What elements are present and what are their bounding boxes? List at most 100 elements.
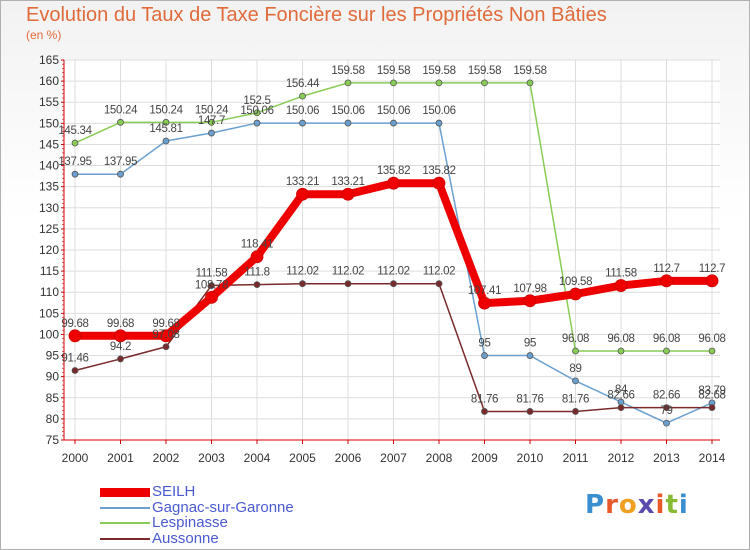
data-label: 107.41 [468,285,501,297]
data-point [114,329,127,343]
data-point [572,408,579,415]
data-point [71,367,79,374]
data-point [660,274,673,288]
data-label: 84 [615,384,628,396]
y-tick-label: 125 [39,222,59,236]
y-tick-label: 150 [39,116,59,130]
data-point [523,294,537,308]
y-tick-label: 85 [46,391,60,405]
data-point [708,404,716,411]
y-tick-label: 140 [39,159,59,173]
data-point [526,408,534,415]
data-label: 99.68 [152,318,179,330]
data-point [435,119,443,127]
unit-label: (en %) [26,28,62,42]
data-point [705,274,719,288]
data-label: 96.08 [698,333,725,345]
proxiti-logo: Proxiti [585,490,689,520]
y-tick-label: 130 [39,201,59,215]
y-tick-label: 75 [46,433,60,447]
data-label: 108.78 [195,279,228,291]
data-label: 152.5 [243,95,270,107]
x-tick-label: 2000 [62,451,89,465]
data-point [71,139,79,147]
data-label: 112.02 [377,266,410,278]
chart-title: Evolution du Taux de Taxe Foncière sur l… [26,4,607,26]
data-label: 150.06 [422,105,455,117]
data-label: 109.58 [559,276,592,288]
y-tick-label: 155 [39,95,59,109]
x-tick-label: 2001 [107,451,134,465]
data-label: 135.82 [422,165,455,177]
x-tick-label: 2012 [608,451,635,465]
y-tick-label: 135 [39,180,59,194]
x-tick-label: 2005 [289,451,316,465]
data-label: 97.08 [152,329,179,341]
x-tick-label: 2006 [335,451,362,465]
data-label: 112.02 [286,266,319,278]
x-tick-label: 2010 [517,451,544,465]
data-point [117,355,124,363]
data-point [572,377,579,385]
data-label: 111.8 [244,267,270,279]
data-point [299,119,306,127]
y-tick-label: 95 [46,349,60,363]
data-point [526,79,534,87]
x-tick-label: 2008 [426,451,453,465]
data-point [481,79,488,87]
data-label: 112.02 [332,266,365,278]
data-point [344,280,352,288]
y-tick-label: 100 [39,327,59,341]
y-tick-label: 110 [40,285,59,299]
data-point [663,347,670,355]
data-label: 89 [569,363,581,375]
data-point [208,129,215,137]
data-label: 135.82 [377,165,410,177]
data-point [617,404,625,412]
legend-swatch [100,488,150,497]
data-label: 133.21 [331,176,364,188]
data-label: 91.46 [61,353,88,365]
y-tick-label: 105 [39,306,59,320]
y-tick-label: 165 [39,53,59,67]
data-point [344,79,352,87]
data-point [614,279,628,292]
y-tick-label: 90 [46,370,60,384]
data-label: 159.58 [377,65,410,77]
data-label: 99.68 [107,318,134,330]
data-label: 81.76 [516,393,543,405]
y-tick-label: 115 [40,264,59,278]
data-label: 147.7 [198,115,225,127]
data-point [708,347,716,355]
data-point [162,118,170,126]
data-label: 81.76 [562,393,589,405]
data-label: 111.58 [605,268,637,280]
data-point [390,79,397,87]
x-tick-label: 2002 [153,451,180,465]
data-point [432,176,446,190]
y-tick-label: 160 [39,74,59,88]
data-label: 159.58 [422,65,455,77]
data-label: 118.41 [241,239,274,251]
legend-swatch [100,506,150,509]
data-label: 150.06 [331,105,364,117]
data-point [208,282,215,289]
data-label: 150.06 [377,105,410,117]
data-label: 82.66 [607,390,634,402]
data-point [205,290,218,304]
data-point [253,119,261,127]
legend-swatch [100,537,150,540]
data-label: 159.58 [331,65,364,77]
data-label: 95 [478,338,490,350]
data-point [253,109,261,117]
x-tick-label: 2014 [699,451,726,465]
data-label: 137.95 [104,156,137,168]
data-point [341,187,355,201]
legend-swatch [100,522,150,524]
legend-label: Lespinasse [152,514,228,531]
data-label: 150.06 [240,105,273,117]
y-tick-label: 145 [39,137,59,151]
data-label: 150.24 [104,104,138,116]
data-label: 137.95 [58,156,91,168]
